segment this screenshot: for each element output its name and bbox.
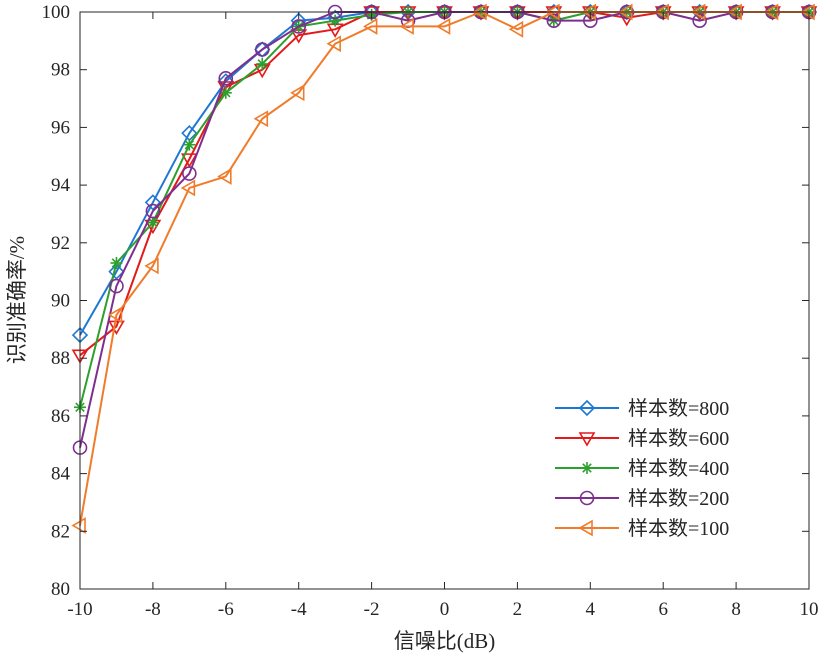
series-line — [79, 11, 809, 448]
x-tick-label: -2 — [364, 599, 380, 620]
data-point-marker — [692, 13, 707, 28]
x-tick-label: 6 — [658, 599, 668, 620]
legend-label: 样本数=400 — [628, 457, 729, 480]
legend-label: 样本数=200 — [628, 487, 729, 510]
data-point-marker — [291, 19, 307, 34]
series-0 — [71, 3, 818, 344]
y-tick-label: 96 — [51, 117, 70, 138]
data-point-marker — [108, 263, 125, 280]
x-tick-label: 4 — [586, 599, 596, 620]
x-tick-label: -10 — [67, 599, 92, 620]
data-point-marker — [109, 278, 124, 294]
data-point-marker — [144, 257, 159, 275]
y-tick-label: 86 — [51, 406, 70, 427]
x-tick-label: -4 — [291, 599, 307, 620]
data-point-marker — [180, 153, 198, 168]
x-tick-label: 0 — [440, 599, 450, 620]
legend-swatch-marker — [581, 462, 593, 474]
y-tick-label: 98 — [51, 60, 70, 81]
y-tick-label: 82 — [51, 521, 70, 542]
data-point-marker — [326, 35, 341, 53]
data-point-marker — [110, 256, 123, 269]
data-point-marker — [108, 320, 125, 336]
data-point-marker — [107, 306, 123, 324]
legend-item: 样本数=800 — [555, 397, 729, 420]
data-point-marker — [399, 18, 414, 35]
data-point-marker — [183, 138, 196, 151]
legend-label: 样本数=600 — [628, 427, 729, 450]
x-tick-label: -8 — [145, 599, 161, 620]
legend-swatch-marker — [579, 490, 595, 506]
legend-label: 样本数=100 — [628, 517, 729, 540]
legend-items: 样本数=800 样本数=600 样本数=400 样本数=200 样本数=100 — [555, 397, 729, 540]
legend-swatch-marker — [578, 432, 596, 447]
legend-item: 样本数=100 — [555, 517, 729, 540]
data-point-marker — [508, 20, 524, 38]
x-tick-label: -6 — [218, 599, 234, 620]
legend-item: 样本数=400 — [555, 457, 729, 480]
data-point-marker — [71, 517, 86, 534]
data-point-marker — [546, 13, 562, 28]
data-point-marker — [363, 18, 378, 35]
legend-swatch-marker — [578, 519, 593, 537]
data-point-marker — [290, 84, 305, 102]
data-point-marker — [180, 179, 196, 197]
legend-swatch-marker — [578, 399, 596, 417]
data-point-marker — [435, 18, 451, 35]
x-tick-label: 8 — [731, 599, 741, 620]
data-point-marker — [145, 203, 161, 219]
series-2 — [74, 6, 815, 414]
data-point-marker — [256, 57, 269, 70]
data-point-marker — [182, 166, 197, 181]
legend: 样本数=800 样本数=600 样本数=400 样本数=200 样本数=100 — [547, 392, 747, 544]
data-point-marker — [219, 86, 232, 99]
y-tick-label: 84 — [51, 464, 71, 485]
y-tick-label: 92 — [51, 233, 70, 254]
series-3 — [72, 4, 817, 455]
data-point-marker — [146, 216, 159, 229]
y-tick-label: 80 — [51, 579, 70, 600]
data-point-marker — [144, 194, 162, 211]
y-tick-label: 100 — [42, 2, 71, 23]
data-point-marker — [254, 42, 270, 57]
data-point-marker — [217, 168, 232, 185]
y-tick-label: 90 — [51, 291, 70, 312]
data-point-marker — [218, 71, 234, 86]
series-1 — [71, 6, 818, 364]
y-axis-label: 识别准确率/% — [5, 236, 29, 364]
data-point-marker — [253, 110, 269, 128]
y-tick-label: 94 — [51, 175, 71, 196]
x-axis-label: 信噪比(dB) — [394, 629, 496, 653]
legend-item: 样本数=600 — [555, 427, 729, 450]
x-tick-label: 2 — [513, 599, 523, 620]
y-tick-label: 88 — [51, 348, 70, 369]
x-tick-label: 10 — [800, 599, 819, 620]
legend-label: 样本数=800 — [628, 397, 729, 420]
ticks-layer: -10 -8 -6 -4 -2 0 2 4 6 8 10 80 82 84 86 88 90 92 94 96 98 10… — [42, 2, 819, 620]
data-point-marker — [800, 3, 815, 21]
legend-item: 样本数=200 — [555, 487, 729, 510]
series-line — [79, 11, 809, 408]
